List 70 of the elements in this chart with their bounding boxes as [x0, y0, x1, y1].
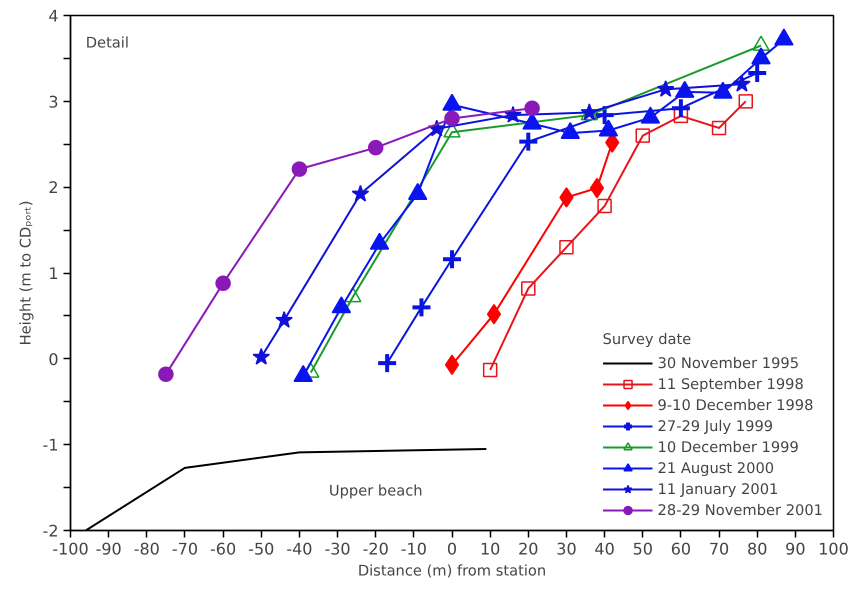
x-tick-label: -10	[400, 540, 427, 558]
legend-label: 10 December 1999	[658, 438, 799, 456]
point	[275, 310, 293, 328]
x-tick-label: -60	[210, 540, 236, 558]
point	[252, 348, 270, 365]
point	[158, 366, 174, 382]
annotation: Detail	[86, 34, 129, 52]
point	[656, 80, 674, 97]
point	[292, 161, 308, 177]
legend-label: 11 January 2001	[658, 480, 778, 498]
x-tick-label: -90	[96, 540, 122, 558]
y-tick-label: 0	[48, 350, 59, 369]
point	[504, 106, 522, 123]
x-tick-label: 10	[480, 540, 500, 558]
point	[636, 128, 650, 143]
point	[559, 187, 574, 208]
legend-label: 21 August 2000	[658, 460, 774, 476]
point	[441, 248, 463, 270]
x-tick-label: -80	[134, 540, 160, 558]
point	[559, 240, 574, 254]
point	[410, 296, 432, 318]
x-tick-label: 100	[818, 540, 849, 558]
x-tick-label: 30	[556, 540, 577, 558]
y-tick-label: 3	[48, 92, 59, 112]
x-tick-label: 90	[785, 540, 806, 558]
point	[594, 104, 616, 126]
x-tick-label: -20	[362, 540, 389, 558]
y-tick-label: -2	[42, 522, 58, 540]
x-tick-label: 70	[708, 540, 730, 558]
point	[670, 97, 692, 120]
y-axis-title: Height (m to CDₚₒᵣₜ)	[18, 200, 35, 346]
x-tick-label: 80	[747, 540, 768, 558]
point	[597, 198, 612, 214]
point	[368, 140, 384, 156]
legend-title: Survey date	[602, 331, 692, 348]
x-tick-label: 0	[446, 540, 458, 558]
point	[444, 354, 460, 376]
point	[712, 120, 726, 136]
point	[521, 281, 536, 296]
x-tick-label: -100	[52, 540, 89, 558]
y-tick-label: 1	[48, 264, 59, 283]
annotation: Upper beach	[328, 482, 423, 500]
point	[590, 178, 604, 198]
legend-label: 28-29 November 2001	[658, 502, 823, 518]
point	[376, 352, 398, 374]
point	[517, 130, 540, 153]
legend-label: 27-29 July 1999	[658, 418, 774, 434]
point	[482, 362, 498, 378]
point	[486, 304, 502, 324]
x-tick-label: 40	[594, 540, 615, 558]
point	[524, 100, 540, 116]
point	[733, 74, 751, 92]
x-tick-label: 20	[518, 540, 538, 558]
x-axis-title: Distance (m) from station	[358, 562, 546, 580]
x-tick-label: -50	[248, 540, 274, 558]
x-tick-label: -70	[172, 540, 198, 558]
legend-label: 30 November 1995	[658, 354, 800, 372]
legend-label: 9-10 December 1998	[658, 396, 814, 414]
point	[444, 110, 460, 126]
x-tick-label: 50	[632, 540, 653, 558]
x-tick-label: 60	[670, 540, 692, 558]
y-tick-label: 4	[48, 6, 59, 26]
legend-label: 11 September 1998	[658, 376, 804, 392]
y-tick-label: 2	[48, 178, 59, 198]
x-tick-label: -30	[324, 540, 351, 558]
point	[215, 276, 231, 292]
y-tick-label: -1	[42, 436, 58, 455]
point	[352, 184, 370, 202]
point	[738, 94, 754, 109]
x-tick-label: -40	[286, 540, 312, 558]
